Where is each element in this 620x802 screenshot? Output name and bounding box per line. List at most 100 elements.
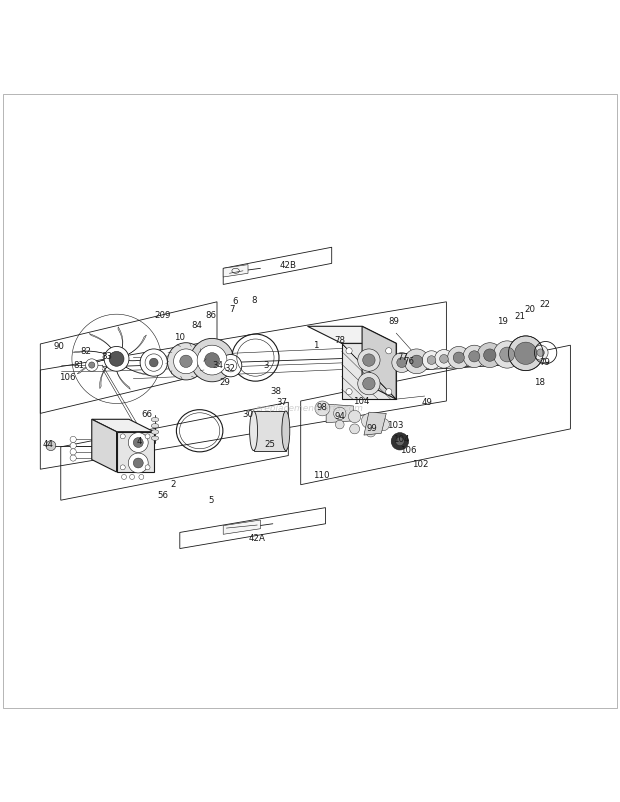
Circle shape: [346, 348, 352, 354]
Text: 29: 29: [219, 378, 230, 387]
Text: 110: 110: [313, 471, 329, 480]
Text: 86: 86: [205, 311, 216, 320]
Polygon shape: [326, 404, 353, 423]
Text: 42A: 42A: [249, 534, 266, 543]
Circle shape: [453, 352, 464, 363]
Circle shape: [133, 438, 143, 448]
Circle shape: [377, 419, 389, 431]
Circle shape: [508, 336, 543, 371]
Text: 1: 1: [314, 341, 319, 350]
Text: 76: 76: [404, 358, 415, 367]
Circle shape: [140, 349, 167, 376]
Circle shape: [197, 345, 227, 375]
Text: 106: 106: [400, 446, 416, 455]
Circle shape: [477, 342, 502, 367]
Polygon shape: [223, 520, 260, 534]
Circle shape: [392, 353, 412, 372]
Circle shape: [86, 358, 98, 371]
Text: 37: 37: [277, 398, 288, 407]
Circle shape: [109, 351, 124, 367]
Circle shape: [174, 349, 198, 374]
Text: 104: 104: [353, 396, 369, 406]
Circle shape: [350, 424, 360, 434]
Text: 38: 38: [270, 387, 281, 396]
Circle shape: [422, 350, 441, 370]
Circle shape: [469, 350, 480, 362]
Circle shape: [70, 455, 76, 461]
Circle shape: [358, 349, 380, 371]
Ellipse shape: [282, 411, 290, 451]
Circle shape: [167, 342, 205, 380]
Circle shape: [404, 349, 429, 374]
Text: 90: 90: [53, 342, 64, 351]
Ellipse shape: [151, 423, 159, 428]
Text: 106: 106: [59, 373, 75, 382]
Text: 56: 56: [157, 491, 168, 500]
Text: ereplacementparts.com: ereplacementparts.com: [256, 404, 364, 413]
Polygon shape: [124, 366, 154, 376]
Text: 32: 32: [224, 364, 235, 373]
Circle shape: [410, 355, 423, 367]
Ellipse shape: [250, 411, 257, 451]
Text: 34: 34: [213, 361, 224, 370]
Text: 44: 44: [43, 440, 54, 449]
Circle shape: [315, 401, 330, 416]
Circle shape: [145, 434, 150, 439]
Circle shape: [391, 432, 409, 450]
Text: 5: 5: [208, 496, 213, 504]
Polygon shape: [100, 366, 108, 389]
Circle shape: [435, 350, 453, 368]
Circle shape: [386, 348, 392, 354]
Text: 30: 30: [242, 410, 254, 419]
Text: 104: 104: [394, 435, 410, 444]
Polygon shape: [129, 354, 161, 361]
Circle shape: [145, 354, 162, 371]
Circle shape: [361, 413, 376, 428]
Text: 21: 21: [514, 311, 525, 321]
Polygon shape: [118, 326, 123, 350]
Ellipse shape: [151, 417, 159, 422]
Ellipse shape: [151, 430, 159, 434]
Circle shape: [494, 341, 521, 368]
Text: 94: 94: [334, 412, 345, 421]
Polygon shape: [89, 334, 113, 350]
Polygon shape: [342, 343, 396, 399]
Circle shape: [219, 354, 242, 377]
Text: 79: 79: [539, 358, 550, 367]
Text: 49: 49: [421, 398, 432, 407]
Circle shape: [128, 453, 148, 473]
Text: 4: 4: [137, 437, 142, 446]
Text: 209: 209: [154, 311, 170, 320]
Circle shape: [515, 342, 537, 364]
Circle shape: [145, 465, 150, 470]
Text: 82: 82: [80, 347, 91, 356]
Circle shape: [122, 475, 126, 480]
Text: 42B: 42B: [280, 261, 297, 270]
Text: 89: 89: [388, 317, 399, 326]
Polygon shape: [92, 419, 154, 431]
Circle shape: [348, 411, 361, 423]
Circle shape: [89, 362, 95, 368]
Polygon shape: [308, 326, 396, 343]
Circle shape: [46, 440, 56, 451]
Text: 99: 99: [366, 424, 378, 433]
Circle shape: [190, 338, 234, 382]
Circle shape: [386, 389, 392, 395]
Text: 7: 7: [230, 305, 235, 314]
Text: 102: 102: [412, 460, 428, 468]
Circle shape: [335, 420, 344, 429]
Circle shape: [366, 427, 376, 437]
Polygon shape: [73, 351, 106, 354]
Text: 20: 20: [525, 305, 536, 314]
Circle shape: [128, 432, 148, 452]
Circle shape: [397, 358, 407, 367]
Circle shape: [120, 434, 125, 439]
Text: 84: 84: [192, 321, 203, 330]
Circle shape: [358, 372, 380, 395]
Text: 103: 103: [388, 421, 404, 431]
Circle shape: [427, 356, 436, 364]
Circle shape: [104, 346, 129, 371]
Circle shape: [363, 354, 375, 367]
Text: 22: 22: [539, 301, 550, 310]
Circle shape: [70, 449, 76, 455]
